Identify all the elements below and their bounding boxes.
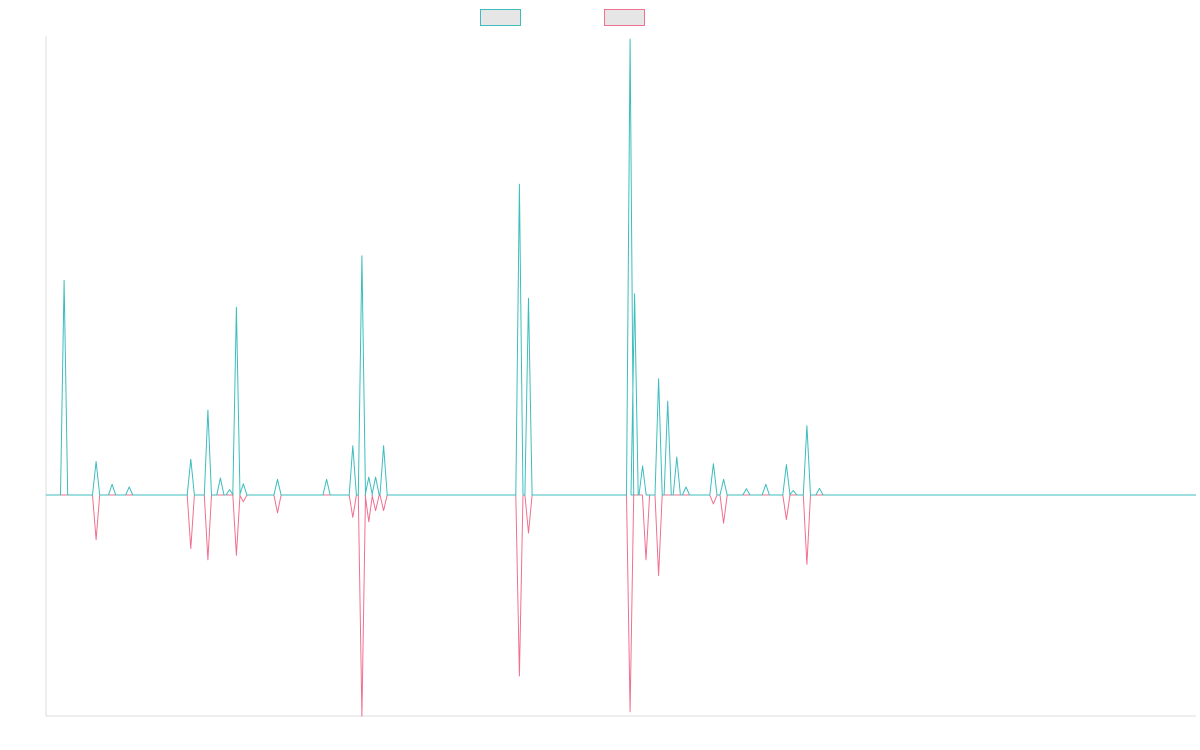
plot-area: [46, 38, 1196, 717]
legend-swatch-1[interactable]: [480, 9, 521, 26]
series-line-1: [46, 38, 1196, 496]
series-line-2: [46, 494, 1196, 717]
legend-swatch-2[interactable]: [604, 9, 645, 26]
legend[interactable]: [480, 9, 645, 26]
